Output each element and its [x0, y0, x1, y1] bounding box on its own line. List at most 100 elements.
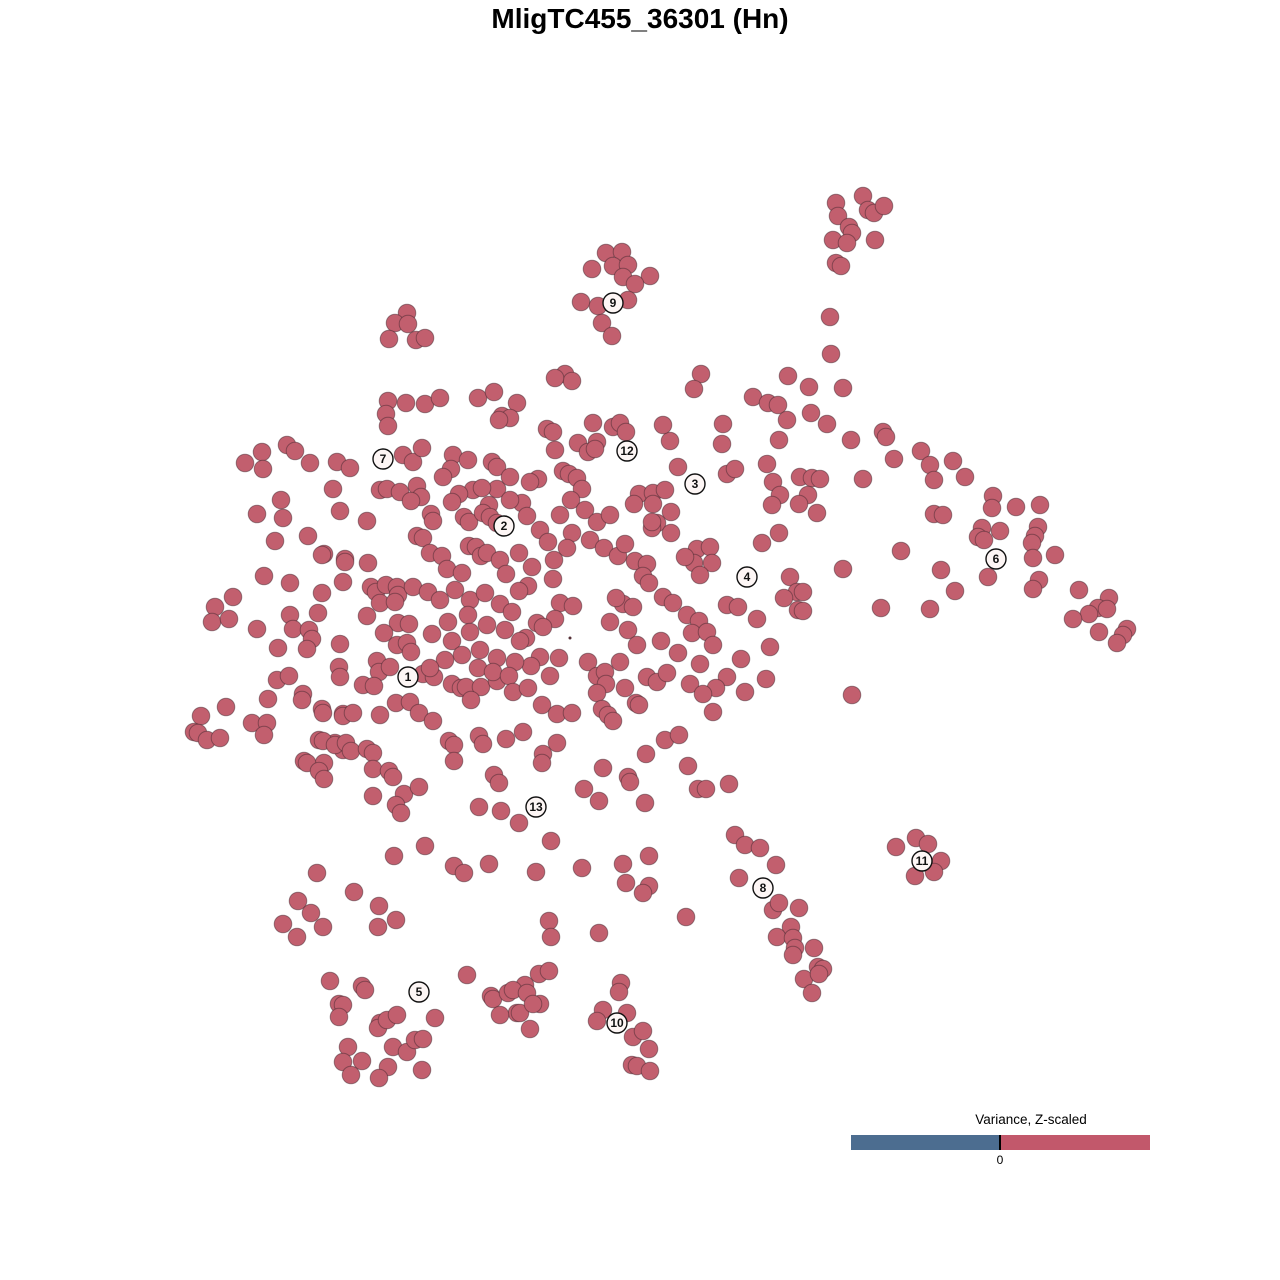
- data-point: [702, 553, 722, 573]
- data-point: [329, 1007, 349, 1027]
- data-point: [285, 441, 305, 461]
- data-point: [398, 314, 418, 334]
- data-point: [538, 532, 558, 552]
- data-point: [766, 855, 786, 875]
- cluster-label-text: 3: [692, 477, 699, 491]
- data-point: [403, 452, 423, 472]
- data-point: [539, 911, 559, 931]
- data-point: [279, 666, 299, 686]
- data-point: [472, 478, 492, 498]
- data-point: [680, 674, 700, 694]
- data-point: [982, 498, 1002, 518]
- data-point: [943, 451, 963, 471]
- data-point: [412, 1060, 432, 1080]
- data-point: [735, 682, 755, 702]
- cluster-label-13: 13: [525, 796, 547, 818]
- data-point: [625, 274, 645, 294]
- cluster-label-1: 1: [397, 666, 419, 688]
- data-point: [592, 313, 612, 333]
- data-point: [471, 677, 491, 697]
- cluster-label-text: 10: [610, 1016, 624, 1030]
- data-point: [202, 612, 222, 632]
- data-point: [297, 639, 317, 659]
- cluster-label-text: 11: [916, 854, 929, 868]
- data-point: [385, 592, 405, 612]
- data-point: [651, 631, 671, 651]
- data-point: [635, 793, 655, 813]
- data-point: [460, 622, 480, 642]
- data-point: [783, 945, 803, 965]
- data-point: [789, 494, 809, 514]
- data-point: [341, 741, 361, 761]
- data-point: [370, 705, 390, 725]
- data-point: [287, 927, 307, 947]
- data-point: [320, 971, 340, 991]
- data-point: [676, 907, 696, 927]
- data-point: [521, 656, 541, 676]
- cluster-label-circle: [752, 877, 774, 899]
- data-point: [684, 379, 704, 399]
- cluster-label-circle: [736, 566, 758, 588]
- data-point: [330, 501, 350, 521]
- data-point: [532, 695, 552, 715]
- data-point: [589, 923, 609, 943]
- data-point: [409, 777, 429, 797]
- data-point: [191, 706, 211, 726]
- data-point: [549, 648, 569, 668]
- data-point: [425, 1008, 445, 1028]
- data-point: [386, 910, 406, 930]
- cluster-label-circle: [525, 796, 547, 818]
- data-point: [853, 469, 873, 489]
- data-point: [639, 573, 659, 593]
- plot-title: MligTC455_36301 (Hn): [491, 3, 789, 34]
- data-point: [587, 1011, 607, 1031]
- cluster-label-circle: [408, 981, 430, 1003]
- data-point: [572, 858, 592, 878]
- data-point: [496, 564, 516, 584]
- data-point: [831, 256, 851, 276]
- cluster-label-circle: [372, 448, 394, 470]
- data-point: [341, 1065, 361, 1085]
- data-point: [931, 560, 951, 580]
- data-point: [490, 1005, 510, 1025]
- data-point: [600, 505, 620, 525]
- cluster-label-text: 13: [529, 800, 543, 814]
- data-point: [974, 530, 994, 550]
- data-point: [539, 961, 559, 981]
- data-point: [258, 689, 278, 709]
- data-point: [600, 612, 620, 632]
- data-point: [747, 609, 767, 629]
- data-point: [396, 393, 416, 413]
- cluster-label-7: 7: [372, 448, 394, 470]
- data-point: [461, 690, 481, 710]
- data-point: [369, 1068, 389, 1088]
- data-point: [374, 623, 394, 643]
- cluster-label-circle: [602, 292, 624, 314]
- data-point: [703, 635, 723, 655]
- data-point: [489, 410, 509, 430]
- cluster-label-text: 6: [993, 552, 1000, 566]
- data-point: [384, 846, 404, 866]
- data-point: [1023, 548, 1043, 568]
- data-point: [352, 1051, 372, 1071]
- data-point: [273, 508, 293, 528]
- data-point: [415, 836, 435, 856]
- data-point: [247, 619, 267, 639]
- data-point: [313, 703, 333, 723]
- data-point: [636, 744, 656, 764]
- data-point: [642, 512, 662, 532]
- data-point: [533, 617, 553, 637]
- data-point: [624, 494, 644, 514]
- data-point: [363, 759, 383, 779]
- data-point: [413, 528, 433, 548]
- data-point: [510, 631, 530, 651]
- data-point: [756, 669, 776, 689]
- cluster-label-circle: [397, 666, 419, 688]
- data-point: [314, 769, 334, 789]
- data-point: [769, 430, 789, 450]
- data-point: [475, 583, 495, 603]
- cluster-label-3: 3: [684, 473, 706, 495]
- data-point: [578, 652, 598, 672]
- data-point: [616, 873, 636, 893]
